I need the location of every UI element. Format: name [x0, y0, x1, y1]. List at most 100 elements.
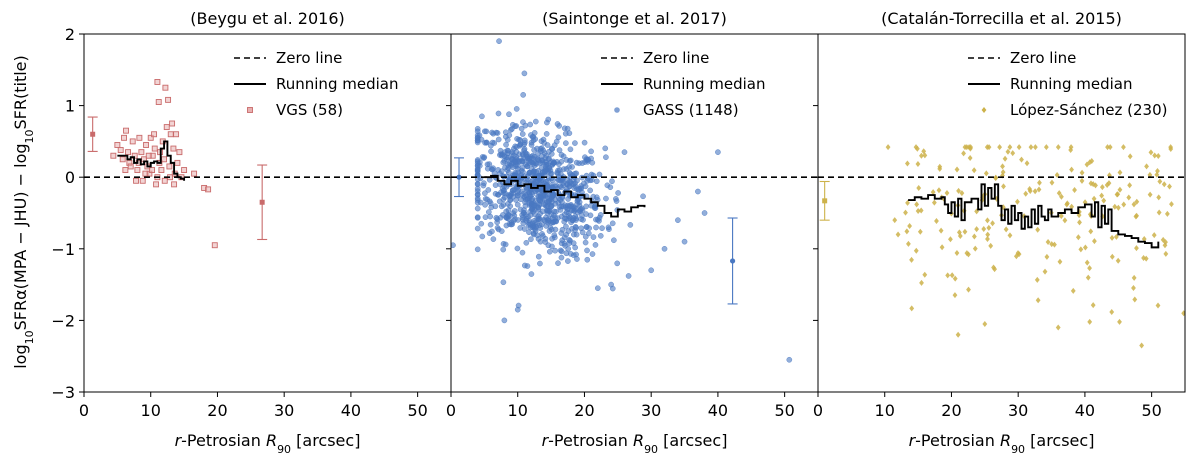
data-point — [110, 152, 117, 159]
x-tick-label: 50 — [407, 401, 427, 420]
data-point — [1106, 180, 1112, 187]
data-point — [786, 356, 793, 363]
x-tick-label: 50 — [1141, 401, 1161, 420]
data-point — [521, 193, 528, 200]
data-point — [535, 236, 542, 242]
data-point — [1084, 161, 1090, 168]
y-tick-label: −3 — [51, 383, 75, 402]
data-point — [1162, 242, 1168, 249]
data-point — [957, 232, 963, 239]
panels: (Beygu et al. 2016) 0 10 20 30 40 50 −3 −2 −1 0 1 2 r… — [51, 9, 1186, 456]
data-point — [167, 131, 174, 138]
data-point — [482, 139, 488, 146]
data-point — [515, 166, 521, 172]
data-point — [640, 193, 646, 200]
data-point — [1090, 302, 1096, 309]
x-ticks: 0 10 20 30 40 50 — [79, 392, 428, 420]
data-point — [952, 292, 958, 299]
data-point — [1024, 160, 1030, 167]
data-point — [599, 225, 605, 232]
data-point — [1131, 274, 1137, 281]
data-point — [479, 113, 485, 120]
data-point — [519, 157, 525, 164]
data-point — [582, 239, 589, 246]
data-point — [1072, 186, 1077, 193]
data-point — [1027, 186, 1033, 193]
data-point — [548, 151, 555, 157]
data-point — [1088, 228, 1094, 235]
data-point — [582, 154, 588, 161]
data-point — [582, 159, 588, 165]
data-point — [1147, 191, 1153, 198]
data-point — [166, 163, 173, 170]
data-point — [1034, 276, 1040, 283]
data-point — [701, 210, 708, 216]
data-point — [512, 143, 519, 150]
data-point — [1010, 150, 1016, 157]
data-point — [609, 220, 616, 227]
data-point — [1156, 209, 1162, 216]
data-point — [1127, 182, 1133, 189]
data-point — [1151, 232, 1157, 239]
data-point — [170, 145, 177, 152]
data-point — [1069, 203, 1075, 210]
x-tick-label: 0 — [446, 401, 456, 420]
data-point — [563, 223, 569, 230]
data-point — [158, 167, 165, 173]
data-point — [482, 190, 488, 197]
data-point — [587, 187, 594, 194]
data-point — [211, 242, 218, 249]
x-tick-label: 10 — [141, 401, 161, 420]
data-point — [546, 248, 553, 255]
data-point — [501, 317, 508, 324]
data-point — [1099, 192, 1105, 199]
data-point — [588, 171, 595, 178]
error-bar-point — [456, 174, 462, 180]
data-point — [545, 116, 552, 123]
data-point — [1068, 144, 1074, 151]
data-point — [695, 188, 701, 195]
data-point — [486, 230, 493, 237]
data-point — [1157, 178, 1163, 185]
data-point — [1167, 183, 1172, 190]
data-point — [494, 224, 501, 231]
data-point — [573, 215, 579, 222]
data-point — [513, 156, 519, 162]
data-point — [1152, 152, 1158, 159]
data-point — [523, 239, 530, 246]
data-point — [1115, 204, 1121, 211]
data-point — [481, 180, 487, 187]
data-point — [895, 231, 901, 238]
data-point — [578, 205, 585, 212]
y-tick-label: −1 — [51, 240, 75, 259]
data-point — [508, 219, 515, 226]
data-point — [570, 252, 577, 259]
data-point — [147, 134, 154, 141]
data-point — [972, 245, 978, 252]
data-point — [909, 305, 915, 312]
data-point — [558, 230, 565, 236]
error-bar-point — [729, 258, 736, 264]
data-point — [1016, 144, 1022, 151]
data-point — [518, 125, 525, 132]
data-point — [556, 123, 562, 129]
data-point — [602, 145, 609, 152]
data-point — [494, 219, 501, 226]
data-point — [545, 215, 552, 222]
data-point — [588, 148, 594, 155]
data-point — [997, 144, 1003, 151]
data-point — [1117, 186, 1123, 193]
data-point — [1055, 144, 1061, 151]
data-point — [613, 198, 620, 204]
legend: Zero line Running median GASS (1148) — [601, 49, 765, 119]
data-point — [1105, 144, 1110, 151]
y-axis-label: log10SFRα(MPA − JHU) − log10SFR(title) — [11, 55, 36, 369]
y-ticks — [813, 33, 818, 393]
data-point — [1037, 179, 1042, 186]
data-point — [561, 218, 568, 225]
scatter-points — [451, 38, 793, 363]
data-point — [474, 225, 481, 232]
data-point — [520, 92, 527, 98]
data-point — [581, 180, 587, 187]
data-point — [1163, 239, 1168, 246]
